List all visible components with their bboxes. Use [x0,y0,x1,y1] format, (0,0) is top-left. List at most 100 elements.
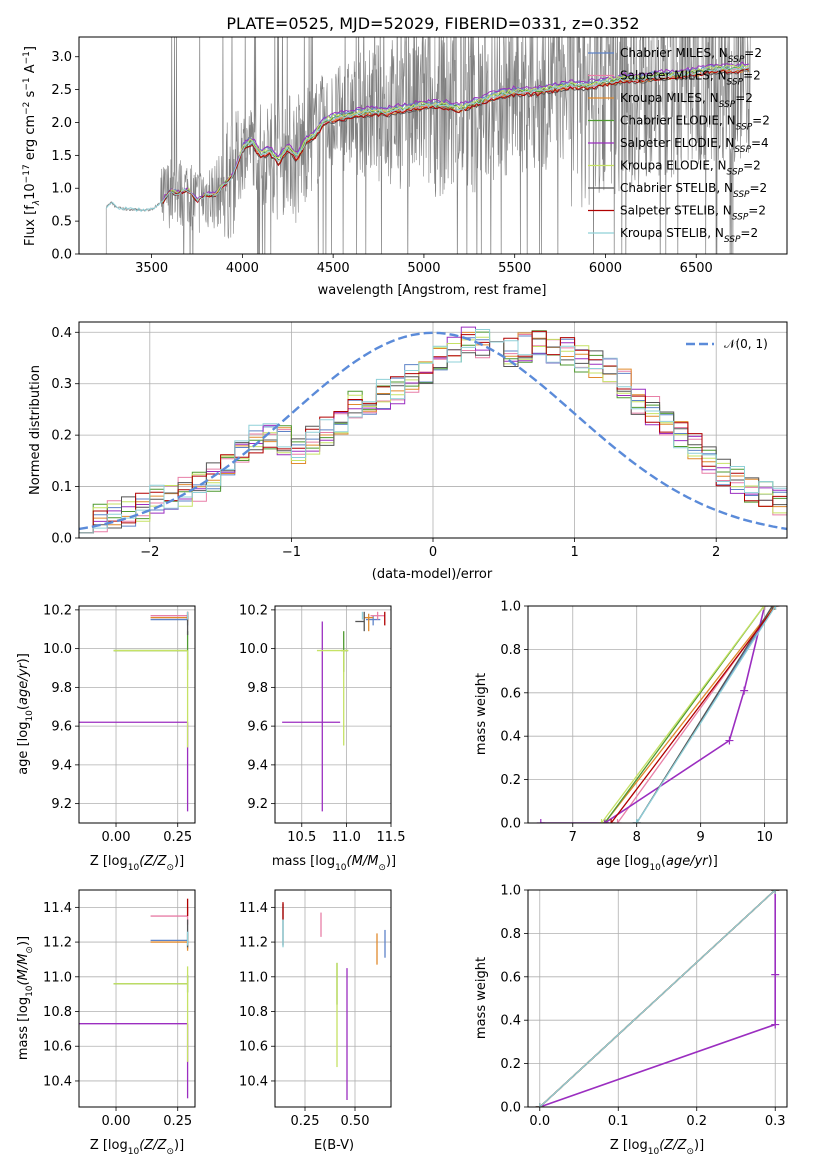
x-axis-label: Z [log10(Z/Z⊙)] [90,1138,184,1157]
y-tick-label: 10.8 [43,1005,72,1020]
x-tick-label: 0.00 [102,830,131,845]
label-part: =2 [750,181,768,195]
x-tick-label: 9 [697,830,705,845]
y-tick-label: 9.4 [247,758,268,773]
label-part: ⊙ [686,1147,694,1157]
label-part: =4 [751,136,769,150]
plot-area-mass_weight_vs_Z [535,890,780,1107]
label-part: 10 [335,863,347,873]
series-marker [740,686,749,695]
legend-normal-label: 𝒩(0, 1) [724,337,768,351]
figure-title: PLATE=0525, MJD=52029, FIBERID=0331, z=0… [226,14,639,33]
label-part: 10 [25,710,35,722]
y-tick-label: 0.2 [500,1057,521,1072]
series-marker [597,819,606,823]
x-tick-label: 0.0 [529,1114,550,1129]
y-tick-label: 1.0 [51,182,72,197]
legend-label: Kroupa ELODIE, NSSP=2 [620,159,761,178]
y-tick-label: 0.0 [51,248,72,263]
y-tick-label: 0.0 [500,817,521,832]
x-tick-label: 5500 [498,261,531,276]
label-part: ⊙ [166,1147,174,1157]
x-tick-label: 11.0 [332,830,361,845]
plot-area-spectrum [79,37,751,254]
label-part: Chabrier ELODIE, N [620,114,736,128]
label-part: A [23,64,38,77]
x-tick-label: −1 [282,545,301,560]
x-tick-label: 6000 [589,261,622,276]
label-part: )] [16,936,31,946]
x-tick-label: 3500 [135,261,168,276]
y-tick-label: 10.2 [43,603,72,618]
label-part: Chabrier STELIB, N [620,181,733,195]
histogram-chabrier_stelib [79,338,787,534]
label-part: s [23,90,38,101]
label-part: age/yr [666,854,709,869]
label-part: SSP [728,55,745,65]
axes-frame [274,605,392,824]
axes-frame [78,36,788,255]
label-part: )] [708,854,718,869]
y-tick-label: 9.4 [51,758,72,773]
plot-area-age_vs_Z [79,611,189,812]
label-part: age/yr [16,662,31,705]
label-part: Z [log [90,854,128,869]
label-part: Flux [f [23,205,38,246]
legend-label: Salpeter ELODIE, NSSP=4 [620,136,769,155]
label-part: ⊙ [166,863,174,873]
y-tick-label: 0.4 [500,730,521,745]
legend-label: Chabrier ELODIE, NSSP=2 [620,114,770,133]
plot-area-age_vs_mass [282,611,386,812]
label-part: )] [16,653,31,663]
label-part: 10 [25,985,35,997]
x-tick-label: 7 [569,830,577,845]
label-part: mass [log [272,854,335,869]
label-part: Z [log [90,1138,128,1153]
axes-frame [274,889,392,1108]
label-part: 10 [649,863,661,873]
histogram-salpeter_stelib [79,330,787,534]
y-tick-label: 0.5 [51,215,72,230]
x-tick-label: 8 [633,830,641,845]
series-line-salpeter_elodie [539,890,776,1107]
label-part: =2 [743,69,761,83]
x-tick-label: 4500 [317,261,350,276]
y-tick-label: 0.8 [500,927,521,942]
axes-age_vs_Z: 0.00 0.25 9.2 9.4 9.6 9.8 10.0 10.2 [43,603,196,845]
series-marker [535,1103,544,1107]
label-part: )] [386,854,396,869]
x-tick-label: 0.25 [163,830,192,845]
x-tick-label: −2 [140,545,159,560]
label-part: −2 [22,102,32,115]
y-tick-label: 11.4 [239,901,268,916]
y-axis-label: mass weight [474,957,489,1039]
axes-frame [78,605,196,824]
y-axis-label: mass [log10(M/M⊙)] [16,936,35,1060]
y-tick-label: 0.6 [500,686,521,701]
label-part: SSP [733,190,750,200]
series-line-kroupa_stelib [636,606,777,823]
y-axis-label: Normed distribution [28,365,43,495]
x-axis-label: Z [log10(Z/Z⊙)] [90,854,184,873]
x-tick-label: 0.1 [608,1114,629,1129]
x-tick-label: 0.25 [291,1114,320,1129]
series-marker [613,819,622,823]
model-line-kroupa_stelib [105,65,750,213]
label-part: Z [log [610,1138,648,1153]
label-part: SSP [727,168,744,178]
label-part: SSP [734,145,751,155]
label-part: age [log [16,722,31,775]
x-tick-label: 11.5 [377,830,406,845]
x-tick-label: 6500 [680,261,713,276]
data-spectrum-line [79,37,751,254]
y-tick-label: 10.0 [43,642,72,657]
plot-layer: 3500 4000 4500 5000 5500 6000 6500 0.0 0.5 1.0 1.5… [16,36,788,1157]
label-part: −17 [22,164,32,183]
label-part: Kroupa ELODIE, N [620,159,727,173]
axes-frame [527,605,788,824]
label-part: 10 [23,183,38,200]
y-tick-label: 11.4 [43,901,72,916]
label-part: ] [23,46,38,51]
x-tick-label: 4000 [226,261,259,276]
x-tick-label: 0.25 [163,1114,192,1129]
